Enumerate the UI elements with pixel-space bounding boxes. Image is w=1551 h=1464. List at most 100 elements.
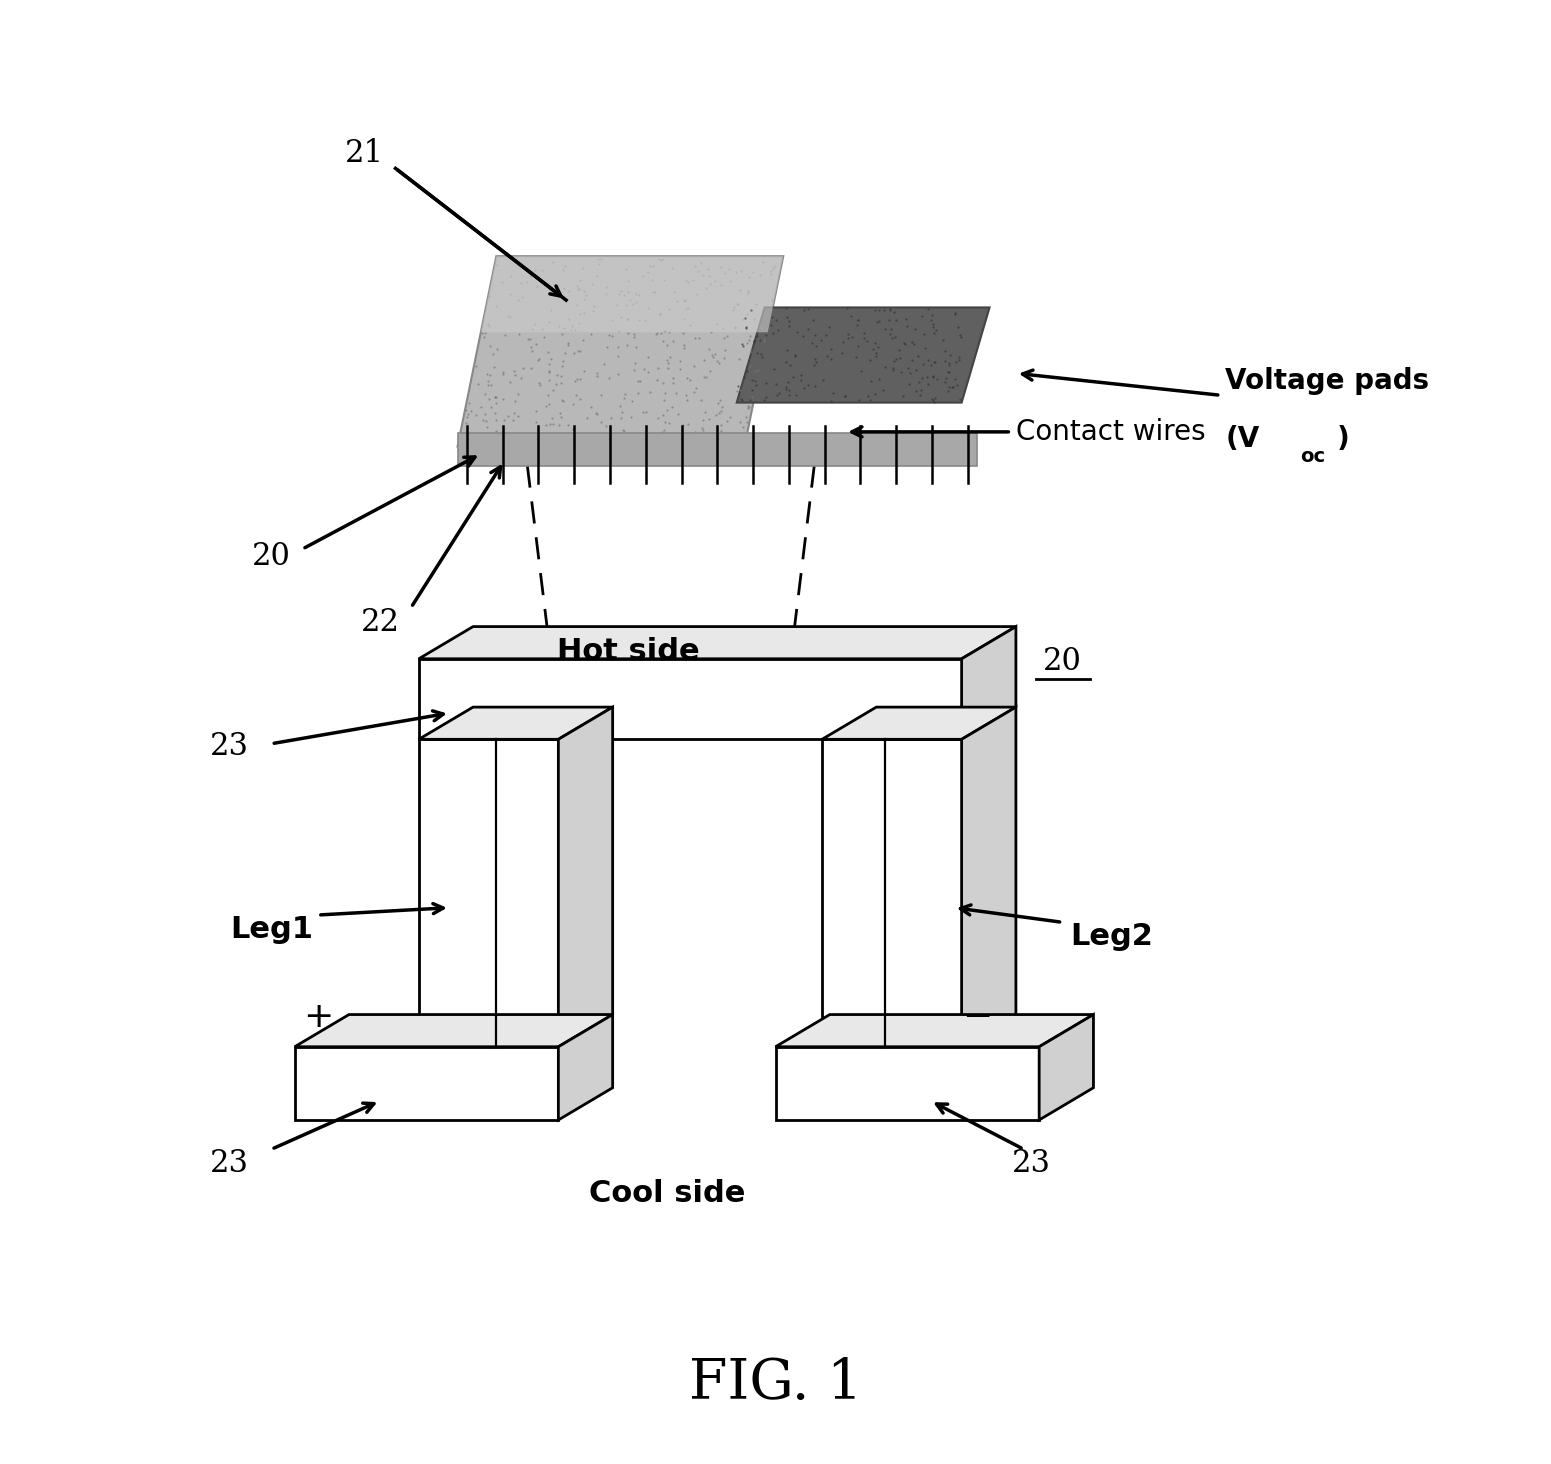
Point bbox=[924, 367, 949, 391]
Point bbox=[704, 313, 729, 337]
Point bbox=[760, 288, 785, 312]
Point bbox=[696, 258, 721, 281]
Point bbox=[478, 315, 503, 338]
Point bbox=[538, 411, 563, 435]
Point bbox=[895, 357, 920, 381]
Point bbox=[453, 398, 478, 422]
Point bbox=[693, 366, 718, 389]
Point bbox=[675, 271, 700, 294]
Point bbox=[647, 247, 672, 271]
Point bbox=[758, 313, 783, 337]
Point bbox=[735, 281, 760, 305]
Point bbox=[785, 321, 810, 344]
Point bbox=[633, 309, 658, 332]
Point bbox=[789, 363, 814, 386]
Point bbox=[561, 432, 586, 455]
Point bbox=[724, 261, 749, 284]
Point bbox=[633, 400, 658, 423]
Point bbox=[867, 309, 892, 332]
Point bbox=[482, 385, 507, 408]
Point bbox=[653, 319, 678, 343]
Point bbox=[738, 338, 763, 362]
Polygon shape bbox=[1039, 1015, 1093, 1120]
Point bbox=[731, 334, 755, 357]
Point bbox=[624, 335, 648, 359]
Point bbox=[524, 400, 549, 423]
Point bbox=[653, 382, 678, 406]
Polygon shape bbox=[776, 1015, 1093, 1047]
Point bbox=[572, 300, 597, 324]
Point bbox=[642, 423, 667, 447]
Point bbox=[727, 410, 752, 433]
Point bbox=[661, 366, 686, 389]
Point bbox=[594, 283, 619, 306]
Point bbox=[914, 365, 938, 388]
Point bbox=[881, 300, 906, 324]
Point bbox=[650, 420, 675, 444]
Point bbox=[748, 264, 772, 287]
Point bbox=[585, 403, 610, 426]
Point bbox=[729, 332, 754, 356]
Point bbox=[779, 353, 803, 376]
Point bbox=[506, 288, 530, 312]
Point bbox=[585, 365, 610, 388]
Point bbox=[915, 297, 940, 321]
Point bbox=[754, 370, 779, 394]
Point bbox=[890, 384, 915, 407]
Point bbox=[537, 392, 561, 416]
Point bbox=[507, 322, 532, 346]
Point bbox=[659, 256, 684, 280]
Point bbox=[776, 370, 800, 394]
Point bbox=[475, 410, 499, 433]
Point bbox=[690, 264, 715, 287]
Point bbox=[791, 325, 816, 348]
Point bbox=[948, 388, 972, 411]
Point bbox=[729, 259, 754, 283]
Point bbox=[737, 328, 762, 351]
Point bbox=[796, 318, 820, 341]
Point bbox=[734, 410, 758, 433]
Point bbox=[644, 322, 668, 346]
Point bbox=[551, 277, 575, 300]
Point bbox=[594, 275, 619, 299]
Point bbox=[675, 366, 700, 389]
Point bbox=[754, 385, 779, 408]
Point bbox=[606, 344, 631, 367]
Point bbox=[726, 347, 751, 370]
Point bbox=[599, 309, 624, 332]
Point bbox=[538, 347, 563, 370]
Point bbox=[526, 347, 551, 370]
Point bbox=[672, 288, 696, 312]
Point bbox=[763, 253, 788, 277]
Point bbox=[744, 341, 769, 365]
Point bbox=[749, 346, 774, 369]
Point bbox=[737, 395, 762, 419]
Point bbox=[482, 401, 507, 425]
Point bbox=[878, 297, 903, 321]
Point bbox=[709, 419, 734, 442]
Text: 22: 22 bbox=[360, 606, 400, 638]
Point bbox=[751, 250, 776, 274]
Point bbox=[803, 334, 828, 357]
Point bbox=[867, 299, 892, 322]
Point bbox=[690, 419, 715, 442]
Point bbox=[943, 302, 968, 325]
Point bbox=[713, 338, 738, 362]
Point bbox=[518, 356, 543, 379]
Point bbox=[836, 326, 861, 350]
Point bbox=[900, 331, 924, 354]
Point bbox=[478, 363, 503, 386]
Point bbox=[619, 406, 644, 429]
Point bbox=[920, 303, 945, 326]
Point bbox=[571, 256, 596, 280]
Text: 23: 23 bbox=[209, 731, 250, 763]
Text: Leg2: Leg2 bbox=[1070, 922, 1152, 952]
Polygon shape bbox=[481, 256, 783, 332]
Point bbox=[549, 354, 574, 378]
Point bbox=[546, 315, 571, 338]
Point bbox=[774, 375, 799, 398]
Point bbox=[664, 290, 689, 313]
Point bbox=[645, 406, 670, 429]
Point bbox=[568, 268, 592, 291]
Point bbox=[712, 326, 737, 350]
